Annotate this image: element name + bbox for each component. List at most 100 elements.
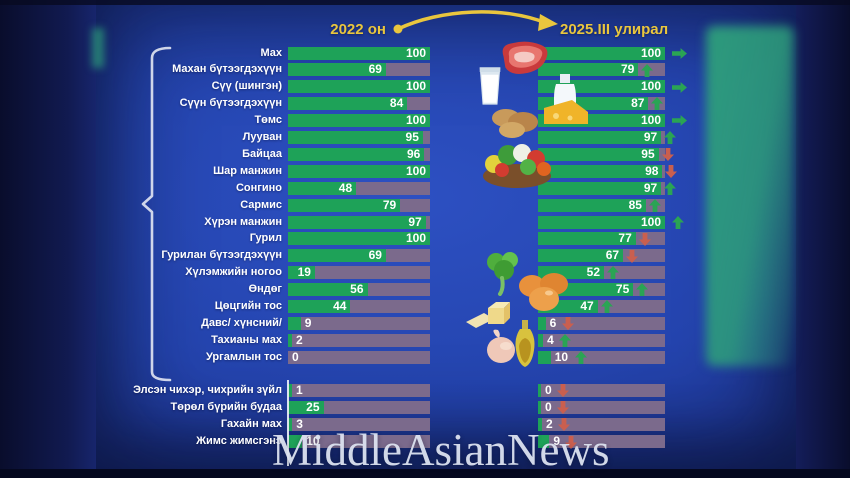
bottom-dark-strip [0, 469, 850, 478]
bar-track-2022: 95 [288, 131, 430, 144]
bar-fill [538, 333, 544, 347]
bar-fill [538, 63, 639, 77]
bar-value: 75 [615, 282, 630, 297]
trend-up-icon [607, 266, 620, 280]
year-2022-label: 2022 он [330, 21, 386, 38]
bar-value: 100 [640, 45, 661, 60]
bar-value: 97 [643, 130, 658, 144]
bar-track-2022: 79 [288, 197, 430, 212]
chart-row: Сүү (шингэн) 100 100 [96, 79, 796, 94]
bar-track-2022: 69 [288, 248, 430, 263]
bar-fill [538, 131, 662, 144]
chicken-meat-icon [484, 326, 518, 371]
bar-value: 85 [628, 197, 642, 212]
category-label: Төрөл бүрийн будаа [170, 400, 283, 413]
bar-fill [288, 283, 368, 297]
chart-row: Сонгино 48 97 [96, 180, 796, 195]
bar-value: 1 [296, 382, 303, 397]
category-label: Сүү (шингэн) [211, 80, 282, 93]
chart-row: Төрөл бүрийн будаа 25 0 [96, 399, 796, 415]
chart-row: Шар манжин 100 98 [96, 163, 796, 179]
bar-value: 69 [368, 62, 382, 77]
bar-value: 2 [296, 332, 303, 347]
category-label: Ургамлын тос [206, 350, 282, 363]
bar-value: 4 [547, 332, 554, 347]
bar-track-2025: 97 [538, 181, 677, 195]
bar-value: 100 [405, 163, 426, 178]
bar-track-2025: 100 [538, 215, 684, 229]
chart-row: Лууван 95 97 [96, 130, 796, 145]
bar-fill [538, 164, 663, 178]
bar-track-2022: 44 [288, 300, 430, 313]
bar-value: 47 [580, 299, 594, 313]
potatoes-icon [490, 106, 540, 145]
bar-track-2022: 56 [288, 283, 430, 297]
bar-track-2025: 6 [538, 316, 665, 331]
trend-down-icon [558, 418, 570, 432]
bar-track-2022: 1 [288, 382, 430, 397]
bar-value: 79 [382, 197, 397, 212]
timeline-curved-arrow-icon [393, 10, 558, 34]
bar-value: 48 [338, 180, 353, 195]
chart-row: Жимс жимсгэнэ 10 9 [96, 434, 796, 449]
bar-fill [538, 147, 659, 161]
bar-fill [288, 232, 430, 246]
bar-value: 10 [306, 434, 320, 449]
bar-fill [288, 164, 430, 178]
bar-fill [288, 333, 292, 347]
category-label: Гурилан бүтээгдэхүүн [161, 249, 282, 262]
bar-value: 0 [545, 399, 552, 414]
bar-fill [288, 80, 430, 94]
teal-glow-backdrop [706, 26, 794, 366]
leafy-greens-icon [484, 250, 524, 301]
vegetables-icon [480, 140, 554, 195]
bar-fill [538, 400, 541, 414]
category-label: Цөцгийн тос [214, 300, 282, 312]
trend-up-icon [648, 198, 661, 212]
bar-value: 100 [640, 79, 661, 94]
bar-value: 100 [405, 45, 426, 60]
bar-value: 87 [631, 96, 645, 111]
group-bracket [141, 46, 172, 382]
bar-fill [538, 418, 542, 432]
bar-fill [288, 383, 292, 397]
bar-track-2025: 98 [538, 164, 678, 179]
category-label: Сонгино [235, 181, 282, 194]
category-label: Гахайн мах [220, 418, 282, 431]
bar-fill [288, 97, 408, 111]
chart-row: Сармис 79 85 [96, 197, 796, 212]
trend-same-icon [672, 114, 687, 127]
trend-up-icon [574, 350, 587, 364]
bar-track-2022: 100 [288, 45, 430, 60]
bar-fill [288, 63, 386, 77]
bar-fill [288, 114, 430, 128]
bar-track-2025: 47 [538, 299, 665, 314]
bar-value: 3 [296, 417, 303, 432]
trend-down-icon [565, 435, 578, 449]
bar-track-2022: 0 [288, 350, 430, 364]
watermark-text: MiddleAsianNews [272, 425, 610, 475]
slide-background: 2022 он 2025.III улирал Мах 100 100 Махан б… [92, 0, 796, 475]
category-label: Шар манжин [213, 164, 282, 177]
bar-fill [288, 316, 301, 330]
bar-fill [538, 435, 550, 449]
category-label: Өндөг [248, 283, 282, 296]
bar-value: 79 [620, 62, 635, 77]
trend-down-icon [626, 249, 639, 263]
bar-track-2025: 79 [538, 62, 665, 77]
bar-value: 100 [405, 231, 426, 246]
chart-row: Хүлэмжийн ногоо 19 52 [96, 265, 796, 280]
chart-row: Элсэн чихэр, чихрийн зүйл 1 0 [96, 382, 796, 397]
bar-track-2022: 100 [288, 114, 430, 128]
right-letterbox-band [796, 0, 850, 478]
bar-value: 69 [368, 248, 382, 263]
bar-fill [538, 181, 662, 195]
bar-track-2025: 4 [538, 332, 665, 348]
chart-row: Мах 100 100 [96, 45, 796, 60]
category-label: Тахианы мах [211, 333, 282, 346]
trend-up-icon [651, 97, 664, 111]
bar-value: 19 [297, 265, 311, 280]
bar-fill [288, 46, 430, 60]
bar-track-2022: 84 [288, 97, 430, 111]
